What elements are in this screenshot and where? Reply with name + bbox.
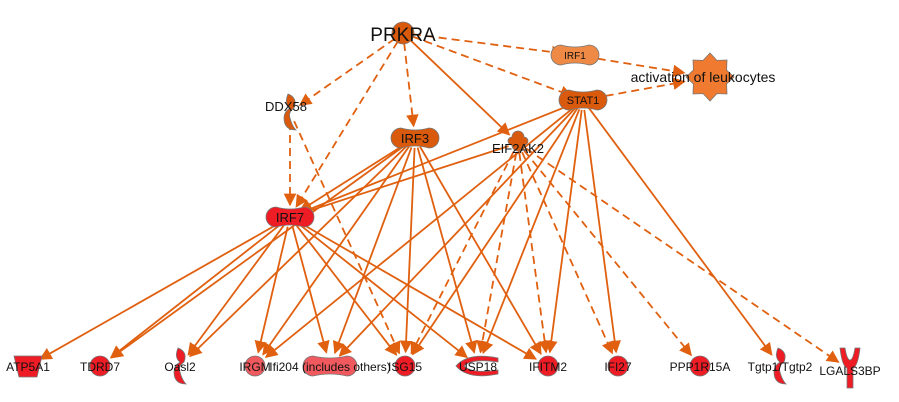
edge-IRF3-Ifi204 <box>332 147 413 355</box>
node-label: Ifi204 (includes others) <box>269 360 390 374</box>
edge-IRF1-ACT <box>584 55 686 78</box>
node-label: STAT1 <box>567 95 600 107</box>
node-label: TDRD7 <box>80 360 120 374</box>
edge-IRF7-IFITM2 <box>298 221 537 360</box>
node-irf7[interactable]: IRF7 <box>265 206 315 228</box>
node-label: ATP5A1 <box>6 360 50 374</box>
node-label: IRF7 <box>276 210 304 225</box>
edge-IRF7-ATP5A1 <box>39 221 282 360</box>
node-stat1[interactable]: STAT1 <box>558 89 608 111</box>
node-label: IRF3 <box>401 131 429 146</box>
node-label: PRKRA <box>370 25 436 46</box>
edge-STAT1-IFI27 <box>583 109 621 354</box>
edge-STAT1-ACT <box>592 77 686 100</box>
edge-EIF2AK2-IFITM2 <box>518 152 551 354</box>
edge-STAT1-IRF7 <box>299 102 575 215</box>
edge-PRKRA-IRF3 <box>403 42 419 128</box>
edge-EIF2AK2-LGALS3BP <box>525 147 840 363</box>
node-label: DDX58 <box>265 99 307 114</box>
edge-IRF3-ISG15 <box>399 147 416 354</box>
edge-IRF7-ISG15 <box>295 224 398 356</box>
edge-IRF3-IRGM <box>262 145 410 356</box>
node-ifitm2[interactable]: IFITM2 <box>529 355 567 377</box>
edge-IRF7-TDRD7 <box>110 222 283 359</box>
edge-EIF2AK2-IRF7 <box>300 145 509 216</box>
node-label: IRGM <box>239 360 270 374</box>
node-ddx58[interactable]: DDX58 <box>265 93 307 131</box>
edge-STAT1-USP18 <box>481 108 581 355</box>
node-lgals3bp[interactable]: LGALS3BP <box>819 347 881 389</box>
edge-STAT1-IRGM <box>264 105 576 358</box>
edge-PRKRA-EIF2AK2 <box>409 39 511 136</box>
edge-PRKRA-DDX58 <box>298 37 396 106</box>
node-atp5a1[interactable]: ATP5A1 <box>6 355 50 378</box>
edge-PRKRA-STAT1 <box>412 35 573 98</box>
edge-EIF2AK2-USP18 <box>476 152 518 354</box>
node-label: ISG15 <box>388 360 422 374</box>
edge-IRF3-TDRD7 <box>110 143 408 359</box>
edge-IRF3-USP18 <box>416 147 478 354</box>
node-prkra[interactable]: PRKRA <box>370 21 436 46</box>
edge-IRF7-Oasl2 <box>187 224 285 356</box>
node-label: Tgtp1/Tgtp2 <box>748 360 813 374</box>
node-tdrd7[interactable]: TDRD7 <box>80 355 120 377</box>
node-label: Oasl2 <box>164 360 196 374</box>
node-isg15[interactable]: ISG15 <box>388 355 422 377</box>
node-label: LGALS3BP <box>819 364 880 378</box>
edge-IRF3-Oasl2 <box>189 144 409 358</box>
edge-EIF2AK2-ISG15 <box>410 151 515 355</box>
node-irf1[interactable]: IRF1 <box>550 44 600 66</box>
node-irf3[interactable]: IRF3 <box>390 127 440 149</box>
node-oasl2[interactable]: Oasl2 <box>164 347 196 385</box>
node-irgm[interactable]: IRGM <box>239 355 271 377</box>
node-ppp1r15a[interactable]: PPP1R15A <box>670 355 731 377</box>
node-label: USP18 <box>459 360 497 374</box>
edge-STAT1-ISG15 <box>412 107 579 356</box>
edge-EIF2AK2-PPP1R15A <box>523 150 692 357</box>
node-label: IFI27 <box>604 360 632 374</box>
edge-STAT1-Ifi204 <box>338 106 577 357</box>
edge-PRKRA-IRF7 <box>295 41 399 208</box>
edge-IRF3-IFITM2 <box>419 146 542 355</box>
edges <box>39 33 840 363</box>
node-ifi27[interactable]: IFI27 <box>604 355 632 377</box>
node-ifi204[interactable]: Ifi204 (includes others) <box>269 355 391 377</box>
edge-EIF2AK2-IFI27 <box>521 151 614 355</box>
node-eif2ak2[interactable]: EIF2AK2 <box>492 130 544 156</box>
node-label: PPP1R15A <box>670 360 731 374</box>
node-act[interactable]: activation of leukocytes <box>631 52 776 102</box>
edge-DDX58-ISG15 <box>293 120 401 355</box>
edge-STAT1-IFITM2 <box>545 109 583 354</box>
node-label: activation of leukocytes <box>631 69 776 85</box>
node-label: IFITM2 <box>529 360 567 374</box>
node-usp18[interactable]: USP18 <box>455 355 499 377</box>
node-label: EIF2AK2 <box>492 141 544 156</box>
node-tgtp[interactable]: Tgtp1/Tgtp2 <box>748 347 813 385</box>
edge-IRF7-IRGM <box>254 226 289 354</box>
edge-IRF3-IRF7 <box>299 142 408 212</box>
edge-STAT1-Tgtp <box>588 107 773 356</box>
node-label: IRF1 <box>564 51 586 62</box>
nodes: PRKRA IRF1 activation of leukocytes STAT1 DD… <box>6 21 881 389</box>
edge-IRF7-USP18 <box>297 222 469 359</box>
